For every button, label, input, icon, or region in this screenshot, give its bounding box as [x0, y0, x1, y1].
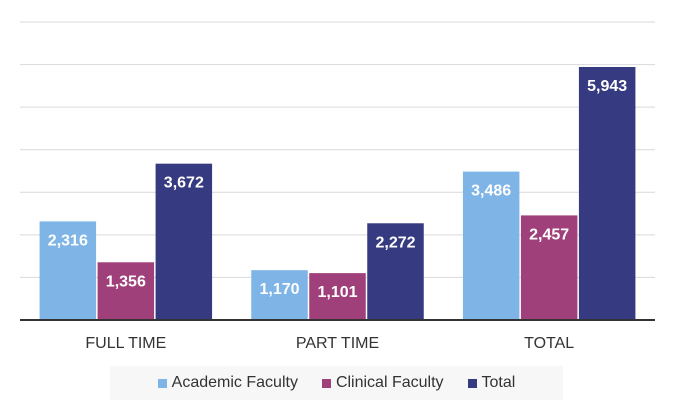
bar — [155, 163, 213, 320]
category-label: TOTAL — [524, 335, 574, 352]
bar — [578, 66, 636, 320]
bar — [251, 270, 308, 320]
bar — [367, 223, 424, 320]
category-label: FULL TIME — [85, 335, 166, 352]
data-label: 1,101 — [317, 284, 357, 301]
bar — [309, 273, 366, 320]
legend-item-clinical: Clinical Faculty — [321, 374, 444, 392]
legend-label: Academic Faculty — [171, 374, 298, 391]
legend-item-total: Total — [467, 374, 516, 392]
data-label: 3,672 — [164, 175, 204, 192]
legend-label: Total — [481, 374, 516, 391]
legend-swatch — [467, 378, 477, 388]
bar — [520, 215, 578, 320]
legend-label: Clinical Faculty — [335, 374, 444, 391]
data-label: 2,457 — [529, 226, 569, 243]
legend-swatch — [321, 378, 331, 388]
data-label: 1,170 — [259, 281, 299, 298]
data-label: 2,316 — [48, 232, 88, 249]
data-label: 3,486 — [471, 183, 511, 200]
bar — [462, 171, 520, 320]
data-label: 1,356 — [106, 273, 146, 290]
category-label: PART TIME — [296, 335, 379, 352]
data-label: 2,272 — [375, 234, 415, 251]
legend-item-academic: Academic Faculty — [157, 374, 298, 392]
bar — [97, 262, 155, 320]
bar — [39, 221, 97, 320]
legend: Academic Faculty Clinical Faculty Total — [110, 366, 563, 400]
data-label: 5,943 — [587, 78, 627, 95]
legend-swatch — [157, 378, 167, 388]
